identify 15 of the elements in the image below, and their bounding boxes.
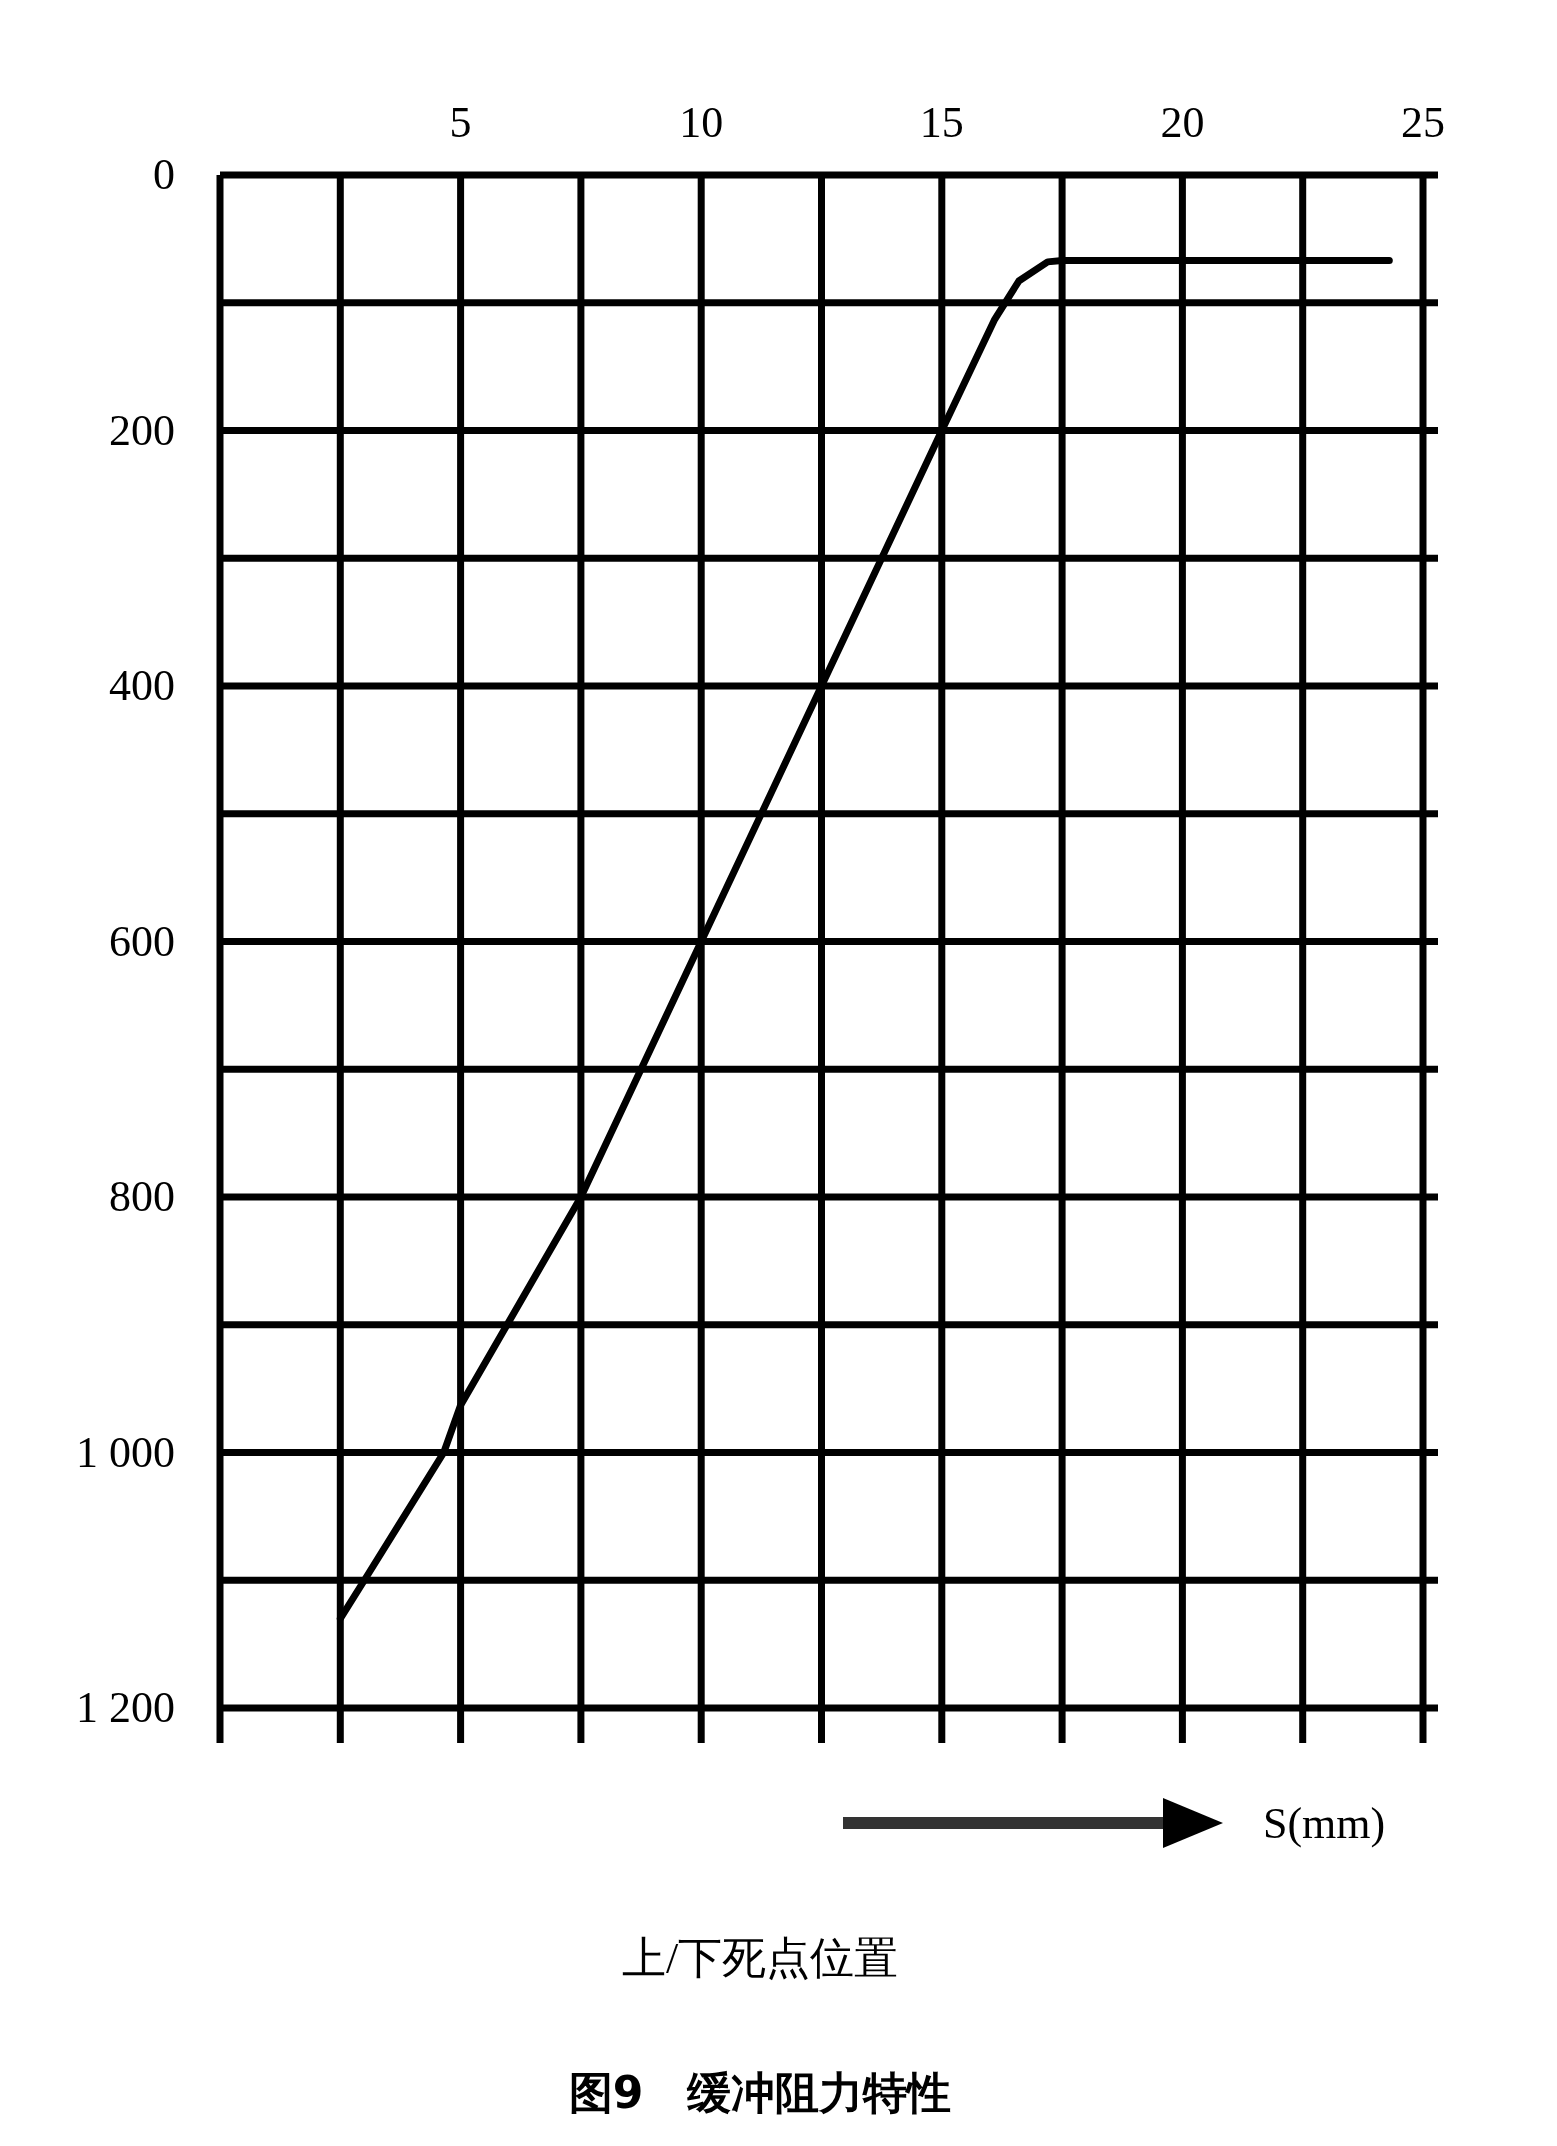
y-tick-label: 1 000 xyxy=(76,1427,175,1477)
y-tick-label: 600 xyxy=(109,916,175,966)
y-tick-label: 1 200 xyxy=(76,1683,175,1732)
y-tick-label: 400 xyxy=(109,661,175,710)
text: 图9 缓冲阻力特性 xyxy=(568,2067,952,2118)
x-tick-label: 5 xyxy=(449,98,472,147)
x-tick-label: 15 xyxy=(919,98,964,147)
y-tick-label: 800 xyxy=(109,1172,175,1221)
y-tick-label: 200 xyxy=(109,405,175,455)
x-axis-title: S(mm) xyxy=(1263,1799,1386,1848)
text: 上/下死点位置 xyxy=(621,1934,899,1983)
y-tick-label: 0 xyxy=(153,150,175,199)
x-tick-label: 25 xyxy=(1401,98,1445,147)
x-tick-label: 10 xyxy=(679,98,724,147)
x-tick-label: 20 xyxy=(1160,98,1205,147)
